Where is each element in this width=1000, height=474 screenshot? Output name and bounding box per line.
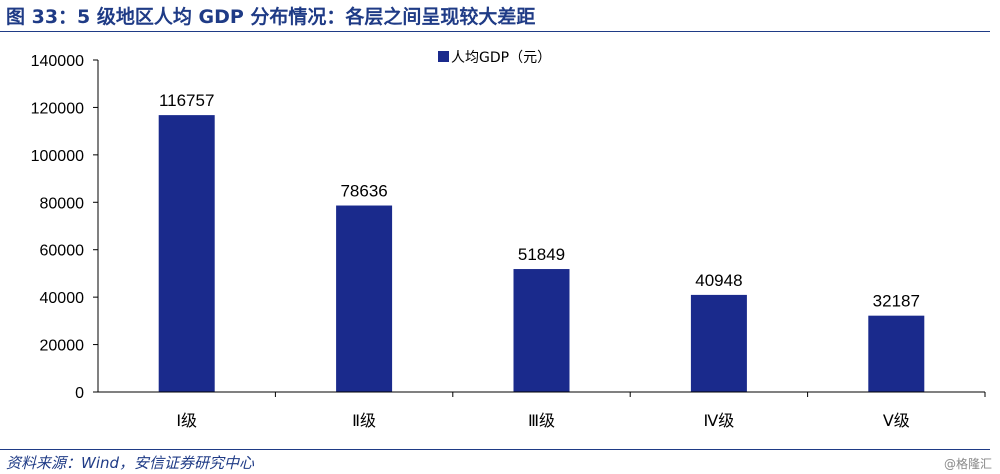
data-labels: 116757 78636 51849 40948 32187: [159, 91, 920, 311]
footer-divider: [0, 449, 990, 450]
x-category-label: Ⅱ级: [352, 411, 376, 430]
bar: [868, 315, 925, 392]
watermark: @格隆汇: [943, 457, 992, 471]
page-title: 图 33：5 级地区人均 GDP 分布情况：各层之间呈现较大差距: [6, 6, 536, 28]
bar: [336, 205, 393, 392]
data-label: 78636: [340, 182, 387, 201]
x-category-label: Ⅳ级: [704, 411, 735, 430]
legend-swatch: [438, 51, 449, 62]
y-tick-label: 140000: [31, 53, 84, 70]
x-category-label: Ⅲ级: [528, 411, 555, 430]
y-tick-label: 80000: [40, 195, 85, 212]
bars: [158, 115, 925, 393]
bar: [513, 269, 570, 392]
bar-chart: 020000400006000080000100000120000140000 …: [31, 50, 986, 430]
x-category-label: Ⅴ级: [883, 411, 910, 430]
legend: 人均GDP（元）: [438, 50, 551, 66]
source-note: 资料来源：Wind，安信证券研究中心: [6, 454, 255, 472]
y-tick-label: 40000: [40, 290, 85, 307]
y-tick-label: 20000: [40, 338, 85, 355]
y-tick-label: 120000: [31, 100, 84, 117]
legend-label: 人均GDP（元）: [451, 50, 551, 66]
y-tick-label: 60000: [40, 243, 85, 260]
y-axis: 0 20000 40000 60000 80000 100000 120000 140000: [31, 53, 99, 402]
bar: [158, 115, 215, 393]
title-divider: [0, 31, 990, 32]
x-category-label: Ⅰ级: [176, 411, 197, 430]
y-tick-label: 0: [75, 385, 84, 402]
data-label: 116757: [159, 91, 214, 110]
data-label: 40948: [695, 271, 742, 290]
data-label: 51849: [518, 245, 565, 264]
y-tick-label: 100000: [31, 148, 84, 165]
bar: [690, 294, 747, 392]
data-label: 32187: [873, 292, 920, 311]
x-axis: Ⅰ级 Ⅱ级 Ⅲ级 Ⅳ级 Ⅴ级: [98, 391, 986, 430]
